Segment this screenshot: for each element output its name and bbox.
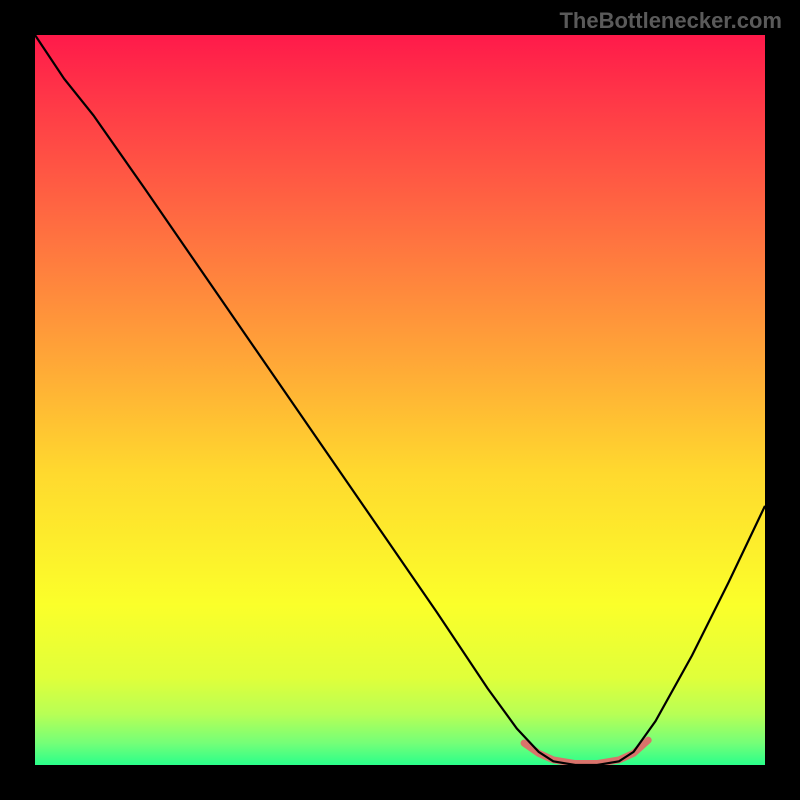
plot-area [35, 35, 765, 765]
bottleneck-curve [35, 35, 765, 765]
watermark-text: TheBottlenecker.com [559, 8, 782, 34]
chart-lines [35, 35, 765, 765]
bottleneck-highlight [524, 740, 648, 763]
